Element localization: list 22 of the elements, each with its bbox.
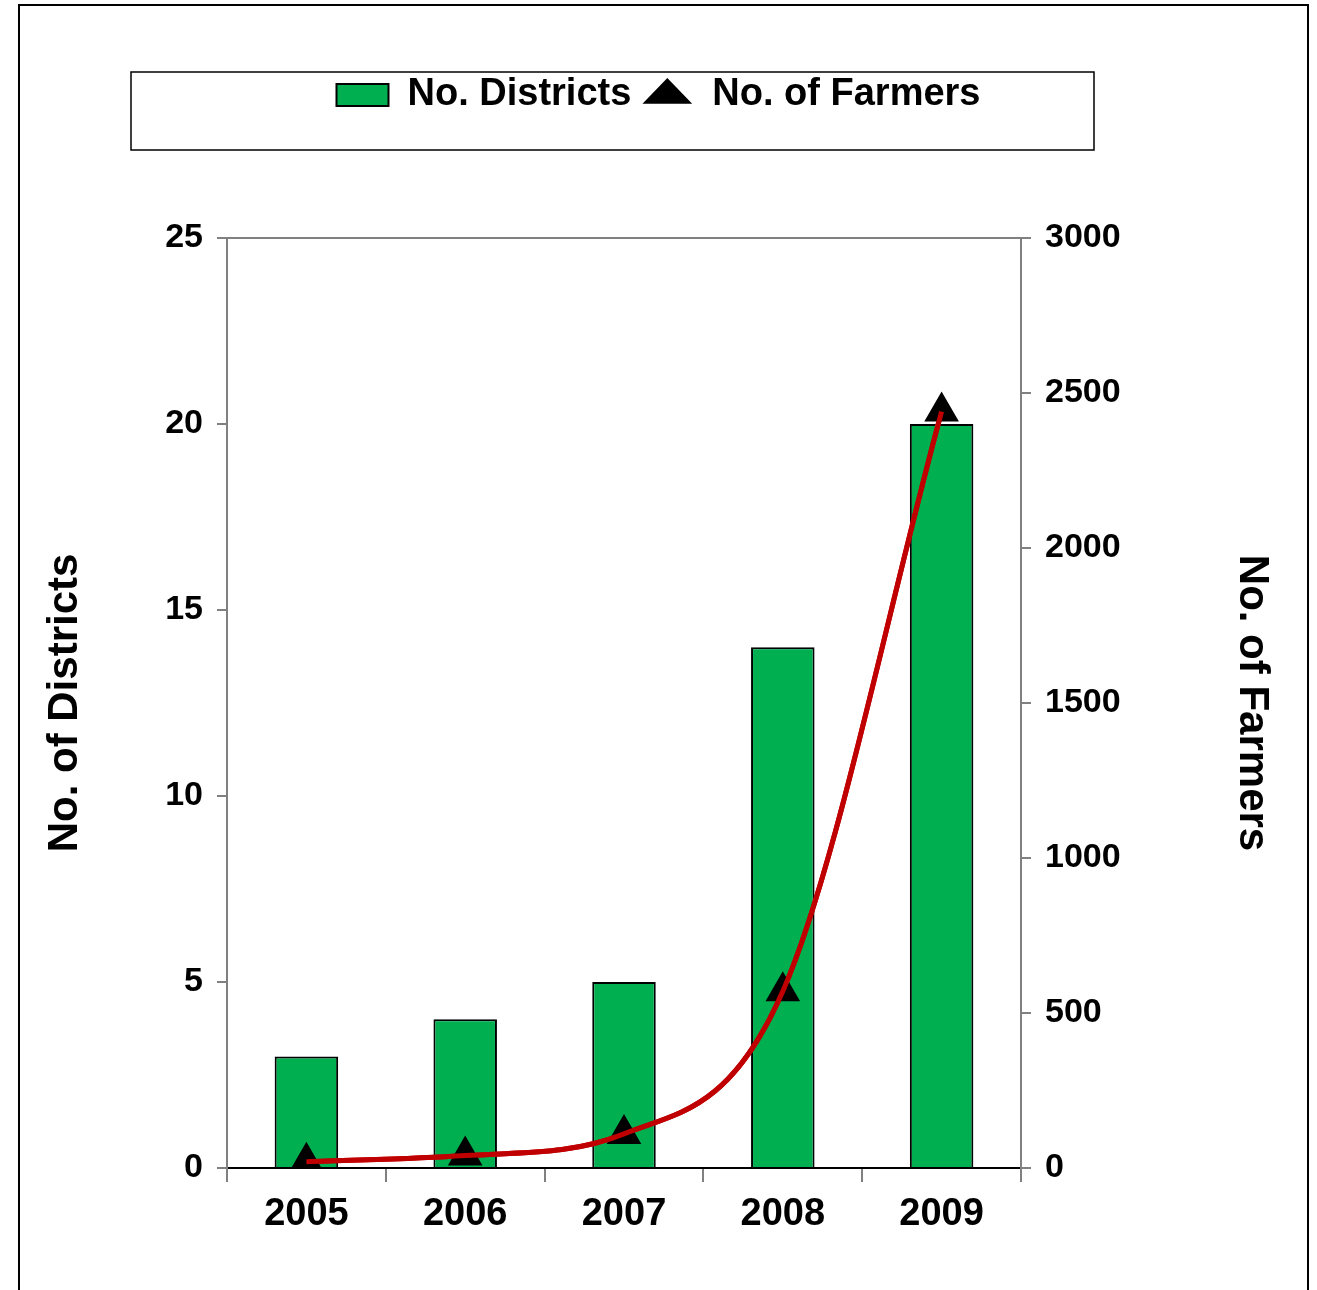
y2-axis-title: No. of Farmers [1231,554,1279,852]
y2-tick-label: 2500 [1045,371,1121,410]
y2-tick-label: 500 [1045,991,1102,1030]
y2-tick-label: 0 [1045,1146,1064,1185]
legend-label: No. of Farmers [712,71,981,114]
y2-tick-label: 2000 [1045,526,1121,565]
x-tick-label: 2005 [264,1191,349,1234]
x-tick-label: 2009 [899,1191,984,1234]
y2-tick-label: 3000 [1045,216,1121,255]
y-axis-title: No. of Districts [38,553,86,853]
x-tick-label: 2006 [422,1191,508,1234]
y-tick-label: 20 [165,402,203,441]
y-tick-label: 15 [165,588,203,627]
y2-tick-label: 1500 [1045,681,1121,720]
y-tick-label: 25 [165,216,203,255]
y2-tick-label: 1000 [1045,836,1121,875]
x-tick-label: 2007 [581,1191,667,1234]
y-tick-label: 0 [184,1146,203,1185]
y-tick-label: 5 [184,960,203,999]
y-tick-label: 10 [165,774,203,813]
legend-label: No. Districts [407,71,632,114]
x-tick-label: 2008 [740,1191,826,1234]
